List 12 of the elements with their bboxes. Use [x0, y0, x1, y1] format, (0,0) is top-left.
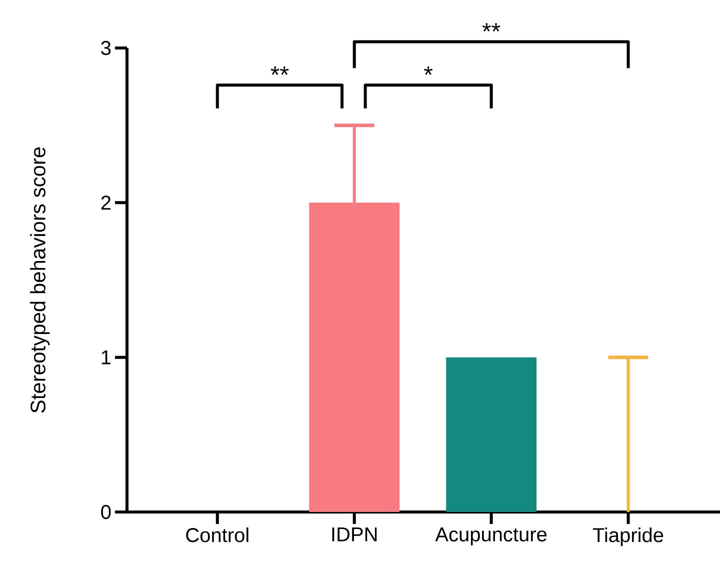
text: **	[482, 23, 500, 32]
y-tick-label: 1	[102, 350, 110, 364]
annotation: *	[424, 66, 433, 75]
y-tick-label: 2	[101, 196, 110, 210]
x-tick-label: IDPN	[332, 528, 377, 542]
annotation: **	[270, 66, 289, 75]
y-tick-label: 0	[101, 504, 111, 520]
x-tick-label: Acupuncture	[435, 528, 547, 546]
x-tick-label: Tiapride	[592, 528, 664, 546]
x-tick-label: Control	[186, 528, 248, 542]
y-axis-title: Stereotyped behaviors score	[30, 147, 50, 413]
y-tick-label: 3	[101, 40, 111, 56]
